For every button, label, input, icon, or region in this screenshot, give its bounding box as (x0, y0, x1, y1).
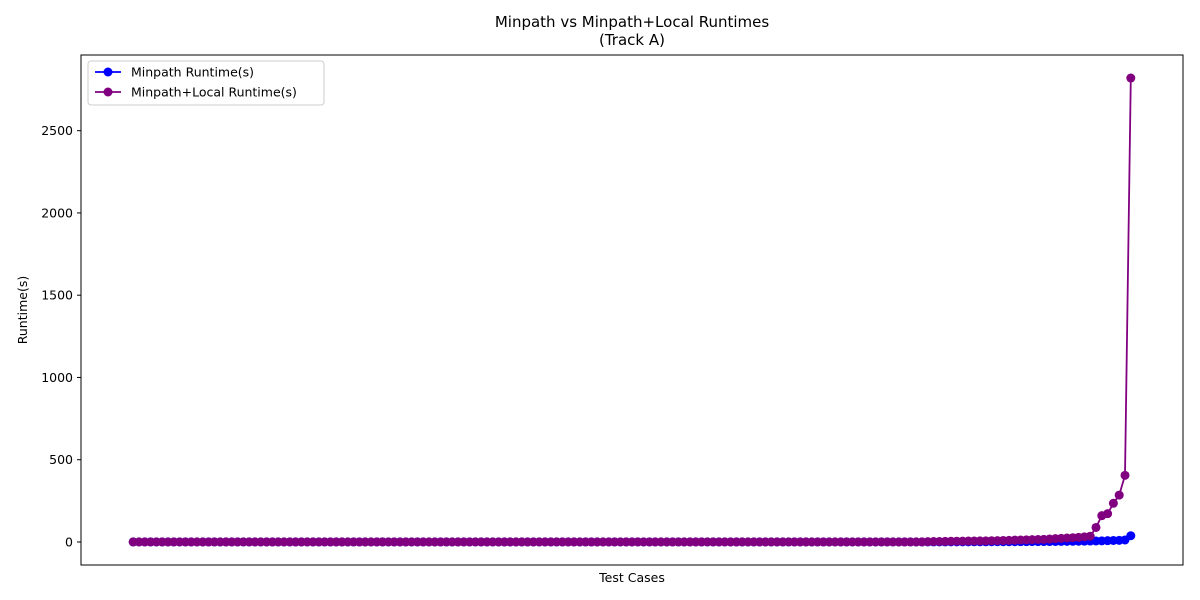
series-line (133, 78, 1132, 543)
data-point (1108, 498, 1118, 508)
y-tick-label: 500 (49, 452, 73, 467)
data-point (1126, 531, 1136, 541)
x-axis-label: Test Cases (598, 570, 665, 585)
y-tick-label: 0 (65, 534, 73, 549)
legend-marker-minpath (103, 67, 113, 77)
legend: Minpath Runtime(s) Minpath+Local Runtime… (87, 60, 325, 106)
y-axis-ticks: 0 500 1000 1500 2000 2500 (41, 123, 81, 549)
plot-area-frame (80, 54, 1184, 566)
y-tick-label: 2000 (41, 205, 73, 220)
series-1 (128, 73, 1136, 547)
data-point (1126, 73, 1136, 83)
y-axis-label: Runtime(s) (15, 276, 30, 344)
data-point (1085, 531, 1095, 541)
data-point (1103, 509, 1113, 519)
legend-box (87, 60, 325, 106)
y-tick-label: 2500 (41, 123, 73, 138)
y-tick-label: 1000 (41, 370, 73, 385)
data-point (1114, 490, 1124, 500)
legend-label-minpath-local: Minpath+Local Runtime(s) (131, 85, 297, 100)
data-point (1091, 522, 1101, 532)
chart-subtitle: (Track A) (599, 31, 665, 49)
legend-marker-minpath-local (103, 87, 113, 97)
data-point (1120, 470, 1130, 480)
series-layer (128, 73, 1136, 547)
legend-label-minpath: Minpath Runtime(s) (131, 65, 254, 80)
chart-title: Minpath vs Minpath+Local Runtimes (495, 13, 770, 31)
y-tick-label: 1500 (41, 288, 73, 303)
